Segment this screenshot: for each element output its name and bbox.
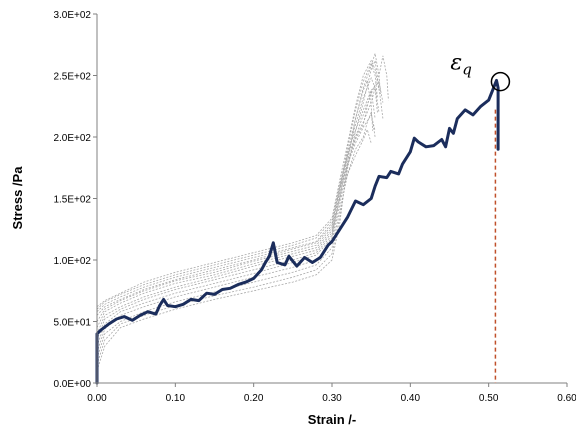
thin-curves-group <box>96 53 389 371</box>
y-tick-label: 2.0E+02 <box>53 133 91 144</box>
thin-series-line-12 <box>96 80 384 310</box>
epsilon-q-label: εq <box>450 51 471 79</box>
x-tick-label: 0.10 <box>166 393 186 404</box>
thin-series-line-6 <box>96 90 376 341</box>
x-tick-label: 0.00 <box>87 393 107 404</box>
thin-series-line-11 <box>96 113 376 312</box>
y-tick-label: 5.0E+01 <box>53 318 91 329</box>
x-tick-label: 0.40 <box>401 393 421 404</box>
thin-series-line-8 <box>96 128 372 328</box>
x-tick-label: 0.20 <box>244 393 264 404</box>
main-series-line <box>95 78 500 385</box>
thin-series-line-3 <box>96 110 376 359</box>
ticks: 0.00 0.10 0.20 0.30 0.40 0.50 0.60 0.0E+00 5.0E+… <box>53 10 576 404</box>
y-tick-label: 1.5E+02 <box>53 195 91 206</box>
x-tick-label: 0.30 <box>322 393 342 404</box>
y-tick-label: 3.0E+02 <box>53 10 91 21</box>
axes <box>96 14 567 384</box>
annotation: εq <box>450 51 511 383</box>
main-curve-group <box>95 78 500 385</box>
thin-series-line-5 <box>96 76 378 347</box>
thin-series-line-9 <box>96 62 378 322</box>
thin-series-line-1 <box>96 78 374 371</box>
y-tick-label: 2.5E+02 <box>53 72 91 83</box>
y-tick-label: 0.0E+00 <box>53 379 91 390</box>
thin-series-line-13 <box>96 59 380 308</box>
thin-series-line-10 <box>96 87 380 316</box>
x-tick-label: 0.60 <box>557 393 576 404</box>
failure-point-circle <box>490 71 511 92</box>
thin-series-line-2 <box>96 59 384 365</box>
x-axis-title: Strain /- <box>308 412 356 427</box>
x-tick-label: 0.50 <box>479 393 499 404</box>
thin-series-line-7 <box>96 53 381 334</box>
thin-series-line-4 <box>96 55 389 353</box>
y-axis-title: Stress /Pa <box>10 166 25 230</box>
y-tick-label: 1.0E+02 <box>53 256 91 267</box>
